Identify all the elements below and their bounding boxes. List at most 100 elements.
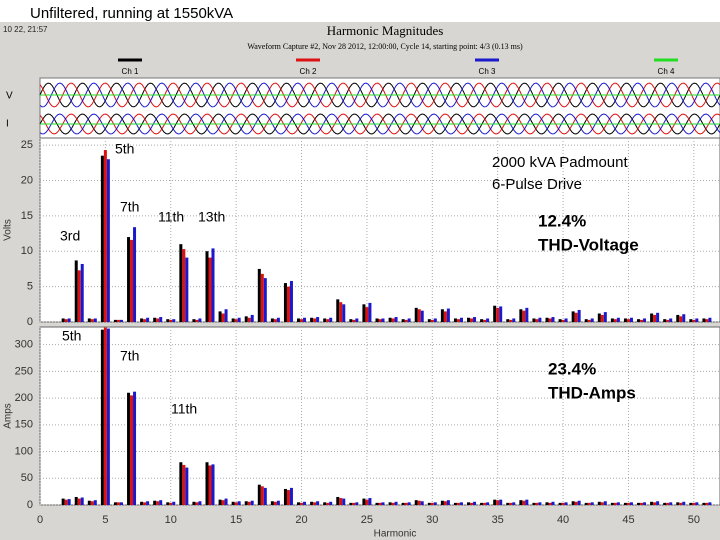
y-tick-label: 300	[15, 339, 33, 351]
bar	[480, 502, 484, 505]
bar	[368, 498, 372, 505]
bar	[506, 502, 510, 505]
timestamp: 10 22, 21:57	[3, 25, 48, 34]
bar	[103, 150, 107, 322]
bar	[77, 498, 81, 505]
x-tick-label: 20	[295, 514, 307, 526]
bar	[499, 499, 503, 505]
bar	[613, 319, 617, 322]
bar	[378, 319, 382, 322]
bar	[525, 499, 529, 505]
x-tick-label: 0	[37, 514, 43, 526]
bar	[166, 502, 170, 505]
bar	[378, 502, 382, 505]
bar	[231, 501, 235, 505]
bar	[276, 500, 280, 505]
caption: Waveform Capture #2, Nov 28 2012, 12:00:…	[247, 42, 523, 51]
x-tick-label: 35	[492, 514, 504, 526]
bar	[355, 502, 359, 505]
bar	[326, 502, 330, 505]
bar	[626, 319, 630, 322]
bar	[493, 499, 497, 505]
legend-label: Ch 3	[479, 67, 496, 76]
bar	[192, 501, 196, 505]
bar	[67, 499, 71, 505]
bar	[470, 318, 474, 322]
bar	[679, 502, 683, 505]
bar	[650, 501, 654, 505]
bar	[597, 313, 601, 322]
bar	[430, 319, 434, 322]
annotation: 11th	[171, 401, 197, 417]
bar	[453, 502, 457, 505]
bar	[473, 317, 477, 322]
x-tick-label: 15	[230, 514, 242, 526]
bar	[169, 319, 173, 322]
bar	[224, 309, 228, 322]
bar	[169, 502, 173, 505]
bar	[629, 317, 633, 322]
bar	[159, 317, 163, 322]
y-tick-label: 100	[15, 445, 33, 457]
bar	[192, 319, 196, 322]
bar	[352, 502, 356, 505]
bar	[67, 318, 71, 322]
bar	[250, 500, 254, 505]
bar	[650, 313, 654, 322]
bar	[303, 317, 307, 322]
bar	[590, 502, 594, 505]
bar	[695, 502, 699, 505]
bar	[394, 317, 398, 322]
annotation: 3rd	[60, 228, 80, 244]
bar	[587, 502, 591, 505]
bar	[74, 260, 78, 322]
bar	[310, 317, 314, 322]
bar	[525, 307, 529, 322]
bar	[473, 501, 477, 505]
bar	[663, 502, 667, 505]
bar	[433, 318, 437, 322]
bar	[237, 501, 241, 505]
bar	[496, 307, 500, 322]
bar	[106, 159, 110, 322]
bar	[303, 501, 307, 505]
bar	[391, 318, 395, 322]
bar	[456, 319, 460, 322]
y-axis-label: Amps	[3, 403, 14, 429]
bar	[637, 319, 641, 322]
bar	[339, 302, 343, 322]
bar	[90, 501, 94, 505]
bar	[483, 319, 487, 322]
bar	[417, 500, 421, 505]
annotation: 5th	[115, 141, 134, 157]
y-tick-label: 250	[15, 365, 33, 377]
x-tick-label: 45	[622, 514, 634, 526]
bar	[459, 317, 463, 322]
bar	[692, 319, 696, 322]
annotation: 7th	[120, 348, 139, 364]
bar	[231, 318, 235, 322]
bar	[156, 318, 160, 322]
bar	[283, 283, 287, 322]
bar	[300, 319, 304, 322]
bar	[127, 237, 131, 322]
bar	[577, 500, 581, 505]
bar	[561, 319, 565, 322]
bar	[289, 280, 293, 322]
x-tick-label: 30	[426, 514, 438, 526]
bar	[172, 501, 176, 505]
bar	[414, 307, 418, 322]
y-tick-label: 0	[27, 316, 33, 328]
bar	[420, 310, 424, 322]
bar	[244, 316, 248, 322]
bar	[430, 502, 434, 505]
bar	[603, 501, 607, 505]
bar	[509, 319, 513, 322]
bar	[159, 500, 163, 505]
y-tick-label: 200	[15, 392, 33, 404]
bar	[443, 501, 447, 505]
bar	[146, 501, 150, 505]
bar	[323, 502, 327, 505]
bar	[257, 484, 261, 505]
bar	[666, 319, 670, 322]
